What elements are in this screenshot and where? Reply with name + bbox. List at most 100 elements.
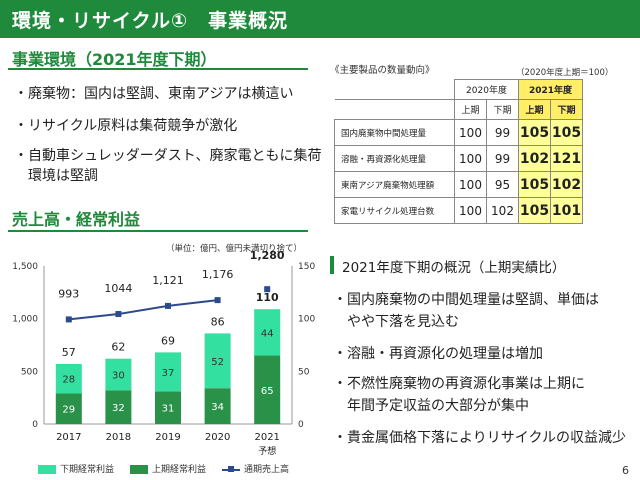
sales-point <box>115 311 122 318</box>
data-label-upper: 29 <box>62 405 75 416</box>
table-header-2021: 2021年度 <box>518 79 583 100</box>
legend-swatch <box>130 465 148 474</box>
table-corner <box>334 79 455 100</box>
cell-highlight: 101 <box>550 197 583 224</box>
data-label-sales: 1,121 <box>152 274 184 287</box>
legend-label: 下期経常利益 <box>60 465 115 475</box>
legend-label: 通期売上高 <box>244 465 290 475</box>
left-axis-tick-label: 1,000 <box>12 315 38 325</box>
cell: 99 <box>486 119 519 146</box>
summary-bullet: 年間予定収益の大部分が集中 <box>333 398 529 414</box>
data-label-lower: 52 <box>211 357 224 368</box>
x-tick-label: 2021 <box>254 432 279 443</box>
cell-highlight: 121 <box>550 145 583 172</box>
summary-bullet: ・貴金属価格下落によりリサイクルの収益減少 <box>333 430 627 446</box>
page-title: 環境・リサイクル① 事業概況 <box>12 10 289 32</box>
env-heading: 事業環境（2021年度下期） <box>12 50 217 69</box>
sales-point <box>165 302 171 309</box>
table-subheader: 上期 <box>454 99 487 120</box>
sales-point <box>65 316 72 323</box>
profit-heading-underline <box>8 230 308 232</box>
right-axis-tick-label: 0 <box>298 420 304 430</box>
cell-highlight: 105 <box>550 119 583 146</box>
bar-lower-profit <box>254 309 281 356</box>
env-bullet: ・リサイクル原料は集荷競争が激化 <box>14 118 238 134</box>
data-label-profit-total: 86 <box>211 315 225 328</box>
cell: 100 <box>454 145 487 172</box>
sales-point <box>214 297 221 304</box>
table-row: 国内廃棄物中間処理量 100 99 105 105 <box>334 119 583 146</box>
sales-profit-chart: 1,5001,000500015010050029285720173230622… <box>12 250 315 457</box>
summary-bullet: ・溶融・再資源化の処理量は増加 <box>333 346 543 362</box>
env-bullet: 環境は堅調 <box>14 168 98 184</box>
left-axis-tick-label: 0 <box>32 420 38 430</box>
data-label-sales: 1,176 <box>202 268 234 281</box>
right-axis-tick-label: 100 <box>298 315 315 325</box>
table-subheader: 下期 <box>550 99 583 120</box>
legend-item: 下期経常利益 <box>38 462 114 475</box>
bar-upper-profit <box>105 390 132 424</box>
cell: 100 <box>454 171 487 198</box>
data-label-lower: 28 <box>62 375 75 386</box>
cell-highlight: 102 <box>550 171 583 198</box>
data-label-lower: 44 <box>261 328 274 339</box>
cell-highlight: 105 <box>518 197 551 224</box>
table-row: 家電リサイクル処理台数 100 102 105 101 <box>334 197 583 224</box>
data-label-lower: 30 <box>112 370 125 381</box>
cell-highlight: 102 <box>518 145 551 172</box>
data-label-upper: 32 <box>112 403 125 414</box>
data-label-profit-total: 62 <box>111 341 125 354</box>
legend-label: 上期経常利益 <box>152 465 207 475</box>
row-label: 東南アジア廃棄物処理額 <box>334 171 455 198</box>
legend-item: 通期売上高 <box>222 462 289 475</box>
summary-bullet: ・不燃性廃棄物の再資源化事業は上期に <box>333 376 585 392</box>
table-subheader: 下期 <box>486 99 519 120</box>
data-label-lower: 37 <box>162 368 175 379</box>
table-subheader: 上期 <box>518 99 551 120</box>
summary-bullet: やや下落を見込む <box>333 314 459 330</box>
table-note: （2020年度上期＝100） <box>516 68 614 78</box>
data-label-profit-total: 69 <box>161 334 175 347</box>
row-label: 家電リサイクル処理台数 <box>334 197 455 224</box>
title-bar: 環境・リサイクル① 事業概況 <box>0 0 640 38</box>
x-tick-label: 2020 <box>205 432 230 443</box>
cell: 95 <box>486 171 519 198</box>
profit-heading: 売上高・経常利益 <box>12 210 141 229</box>
bar-lower-profit <box>105 358 132 391</box>
bar-lower-profit <box>55 363 82 394</box>
row-label: 溶融・再資源化処理量 <box>334 145 455 172</box>
left-axis-tick-label: 500 <box>21 367 38 377</box>
data-label-sales: 1,280 <box>250 250 285 262</box>
env-heading-underline <box>8 68 308 70</box>
table-row: 溶融・再資源化処理量 100 99 102 121 <box>334 145 583 172</box>
data-label-sales: 1044 <box>104 282 132 295</box>
sales-line <box>68 299 218 321</box>
cell-highlight: 105 <box>518 119 551 146</box>
bar-upper-profit <box>254 355 281 424</box>
page-number: 6 <box>622 464 629 477</box>
legend-swatch <box>38 465 56 474</box>
cell: 102 <box>486 197 519 224</box>
table-title: 《主要製品の数量動向》 <box>330 65 435 76</box>
cell-highlight: 105 <box>518 171 551 198</box>
summary-accent-bar <box>330 256 334 274</box>
summary-title: 2021年度下期の概況（上期実績比） <box>342 260 566 276</box>
legend-item: 上期経常利益 <box>130 462 206 475</box>
legend-line <box>222 465 240 472</box>
x-tick-label: 2019 <box>155 432 180 443</box>
table-row: 東南アジア廃棄物処理額 100 95 105 102 <box>334 171 583 198</box>
data-label-profit-total: 110 <box>256 291 279 304</box>
cell: 99 <box>486 145 519 172</box>
data-label-upper: 31 <box>162 404 175 415</box>
x-tick-label: 2018 <box>106 432 131 443</box>
quantity-table: 2020年度 2021年度 上期 下期 上期 下期 国内廃棄物中間処理量 100… <box>334 79 583 224</box>
table-corner <box>334 99 455 120</box>
bar-upper-profit <box>55 393 82 424</box>
right-axis-tick-label: 150 <box>298 262 315 272</box>
data-label-upper: 34 <box>211 402 224 413</box>
left-axis-tick-label: 1,500 <box>12 262 38 272</box>
sales-point <box>264 286 271 293</box>
bar-lower-profit <box>204 333 231 389</box>
row-label: 国内廃棄物中間処理量 <box>334 119 455 146</box>
table-header-2020: 2020年度 <box>454 79 519 100</box>
